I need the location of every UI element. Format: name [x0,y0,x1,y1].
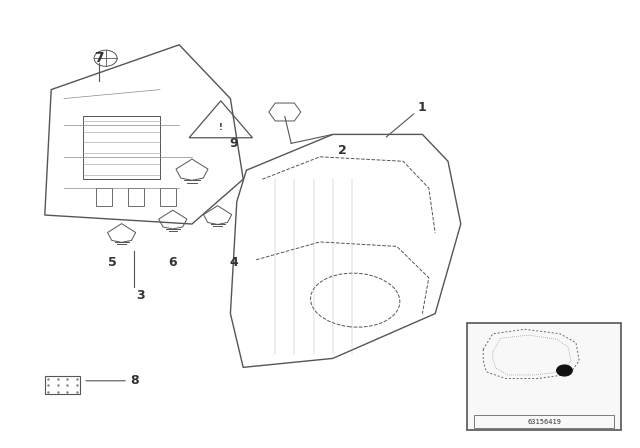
Text: 5: 5 [108,255,116,269]
Text: 3: 3 [136,289,145,302]
Text: 7: 7 [94,51,104,65]
Text: 1: 1 [418,101,427,114]
Circle shape [557,365,572,376]
Text: 9: 9 [229,137,238,150]
Text: 4: 4 [229,255,238,269]
Text: 6: 6 [168,255,177,269]
Text: 8: 8 [130,374,139,388]
Text: 63156419: 63156419 [527,418,561,425]
FancyBboxPatch shape [467,323,621,430]
Text: !: ! [219,123,223,132]
Text: 2: 2 [338,143,347,157]
